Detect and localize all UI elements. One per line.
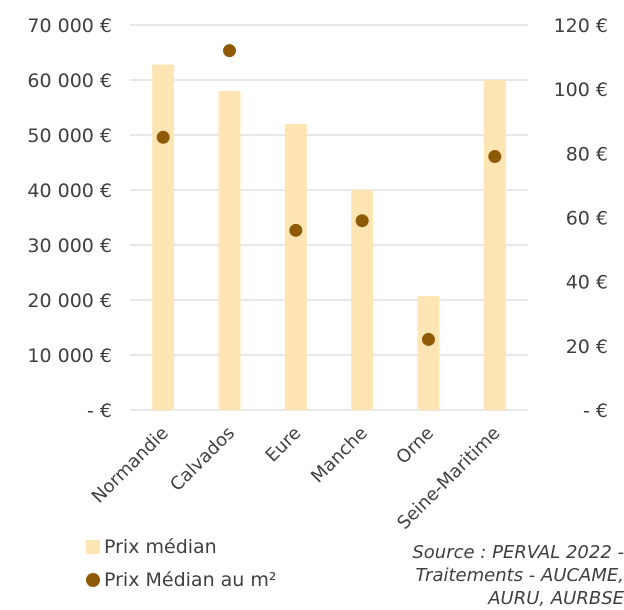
dot-orne <box>422 332 435 346</box>
left-tick-label: 20 000 € <box>27 290 112 312</box>
left-tick-label: 40 000 € <box>27 180 112 202</box>
right-tick-label: 80 € <box>566 143 608 165</box>
left-tick-label: 70 000 € <box>27 15 112 37</box>
right-axis: - € 20 € 40 € 60 € 80 € 100 € 120 € <box>554 15 608 422</box>
right-tick-label: 40 € <box>566 272 608 294</box>
right-tick-label: 60 € <box>566 208 608 230</box>
left-tick-label: 50 000 € <box>27 125 112 147</box>
legend-dot-swatch <box>86 573 100 587</box>
left-tick-label: 30 000 € <box>27 235 112 257</box>
right-tick-label: 20 € <box>566 336 608 358</box>
category-label: Normandie <box>88 423 173 508</box>
source-line-2: Traitements - AUCAME, <box>415 565 624 586</box>
bar-manche <box>351 190 374 410</box>
combo-chart: - € 10 000 € 20 000 € 30 000 € 40 000 € 50 00… <box>27 15 608 534</box>
dot-eure <box>289 223 303 237</box>
bar-normandie <box>152 64 175 410</box>
dot-normandie <box>156 130 170 144</box>
left-tick-label: 10 000 € <box>27 345 112 367</box>
dot-manche <box>355 214 369 228</box>
bar-calvados <box>218 91 241 410</box>
bar-eure <box>284 124 307 410</box>
right-tick-label: 120 € <box>554 15 608 37</box>
gridlines <box>130 24 528 411</box>
category-label: Orne <box>392 423 438 469</box>
category-label: Manche <box>307 423 372 488</box>
legend-bar-label: Prix médian <box>104 536 217 558</box>
bar-orne <box>417 296 440 410</box>
left-tick-label: 60 000 € <box>27 70 112 92</box>
legend-bar-swatch <box>86 540 100 554</box>
left-tick-label: - € <box>87 400 112 422</box>
category-label: Calvados <box>166 423 239 496</box>
legend-dot-label: Prix Médian au m² <box>104 569 277 591</box>
dot-series <box>156 44 502 346</box>
source-line-3: AURU, AURBSE <box>488 588 624 609</box>
category-label: Eure <box>262 423 306 467</box>
right-tick-label: 100 € <box>554 79 608 101</box>
bar-series <box>152 64 506 410</box>
legend-item-dot: Prix Médian au m² <box>86 569 277 591</box>
right-tick-label: - € <box>583 400 608 422</box>
left-axis: - € 10 000 € 20 000 € 30 000 € 40 000 € 50 00… <box>27 15 112 422</box>
source-line-1: Source : PERVAL 2022 - <box>412 542 624 563</box>
source-note: Source : PERVAL 2022 - Traitements - AUC… <box>364 541 624 610</box>
legend-item-bar: Prix médian <box>86 536 217 558</box>
bar-seine-maritime <box>483 80 506 410</box>
dot-seine-maritime <box>488 150 502 164</box>
dot-calvados <box>223 44 236 58</box>
